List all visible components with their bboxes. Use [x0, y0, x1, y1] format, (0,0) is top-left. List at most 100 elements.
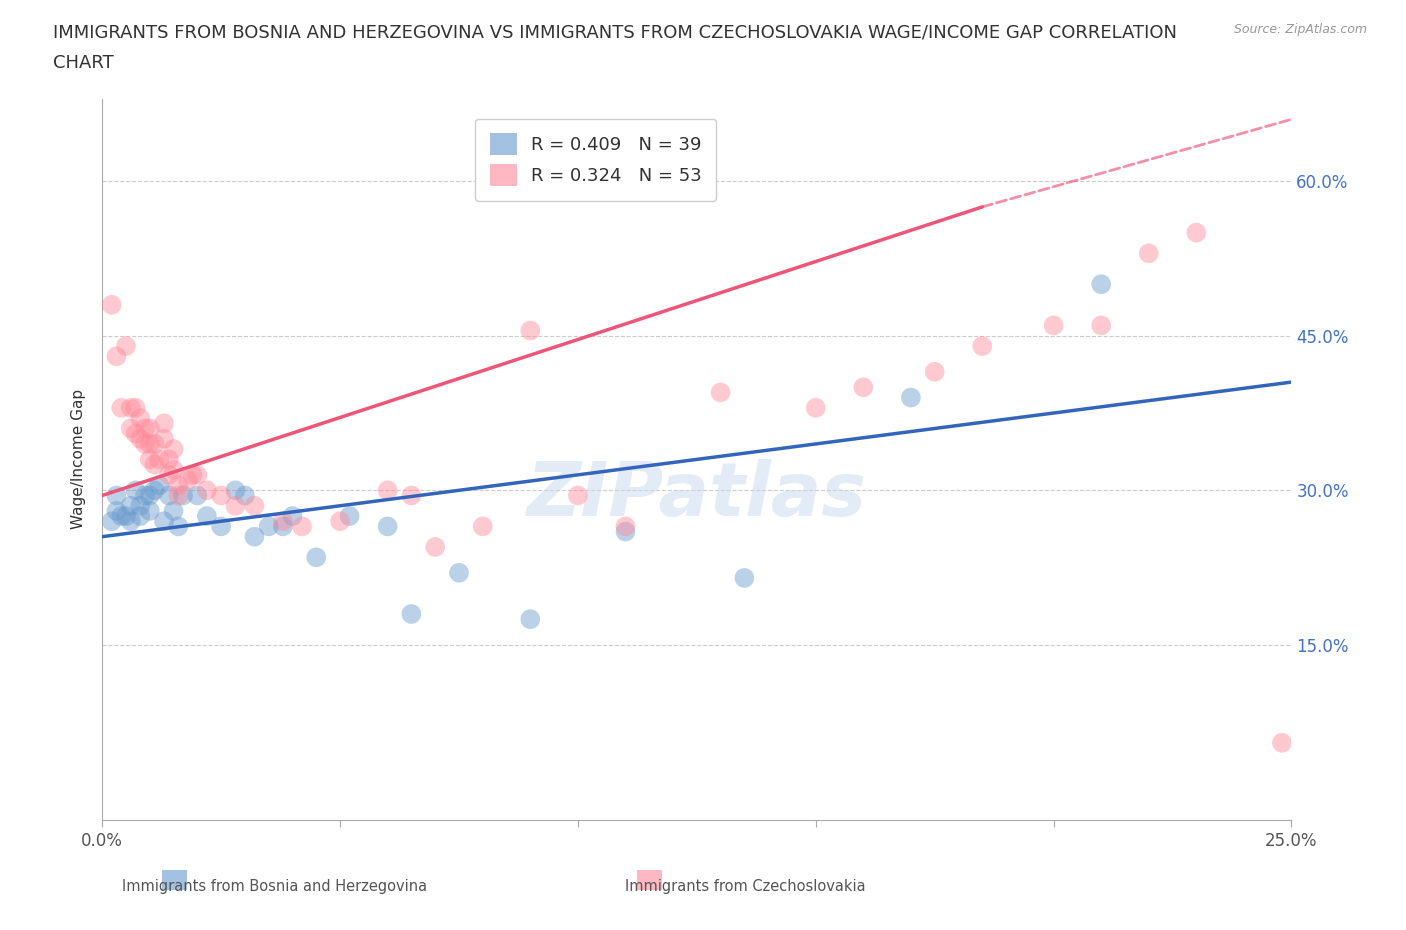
Point: [195, 509, 218, 524]
Point: [167, 519, 190, 534]
Point: [139, 452, 162, 467]
Point: [195, 483, 218, 498]
Point: [162, 462, 184, 477]
Point: [1185, 225, 1208, 240]
Point: [153, 513, 176, 528]
Point: [167, 488, 190, 503]
Point: [162, 503, 184, 518]
Point: [614, 525, 637, 539]
Point: [377, 483, 399, 498]
Point: [139, 488, 162, 503]
Point: [110, 401, 132, 416]
Point: [900, 390, 922, 405]
Point: [519, 323, 541, 338]
Legend: R = 0.409   N = 39, R = 0.324   N = 53: R = 0.409 N = 39, R = 0.324 N = 53: [475, 118, 716, 201]
Text: ZIPatlas: ZIPatlas: [527, 459, 868, 532]
Point: [124, 426, 146, 441]
Point: [401, 488, 423, 503]
Point: [224, 498, 246, 513]
Point: [134, 436, 156, 451]
Point: [139, 421, 162, 436]
Point: [1090, 318, 1112, 333]
Point: [271, 513, 294, 528]
Point: [148, 452, 170, 467]
Point: [105, 503, 128, 518]
Point: [110, 509, 132, 524]
Point: [1042, 318, 1064, 333]
Point: [167, 478, 190, 493]
Point: [243, 498, 266, 513]
Point: [710, 385, 733, 400]
Text: Source: ZipAtlas.com: Source: ZipAtlas.com: [1233, 23, 1367, 36]
Point: [120, 513, 142, 528]
Point: [134, 488, 156, 503]
Point: [339, 509, 361, 524]
Point: [425, 539, 447, 554]
Point: [733, 570, 755, 585]
Point: [305, 550, 328, 565]
Point: [129, 411, 152, 426]
Point: [519, 612, 541, 627]
Point: [124, 483, 146, 498]
Y-axis label: Wage/Income Gap: Wage/Income Gap: [72, 390, 86, 529]
Point: [614, 519, 637, 534]
Point: [401, 606, 423, 621]
Point: [567, 488, 589, 503]
Point: [162, 442, 184, 457]
Point: [129, 509, 152, 524]
Point: [139, 503, 162, 518]
Point: [281, 509, 304, 524]
Point: [243, 529, 266, 544]
Point: [157, 488, 180, 503]
Point: [120, 421, 142, 436]
Point: [329, 513, 352, 528]
Text: IMMIGRANTS FROM BOSNIA AND HERZEGOVINA VS IMMIGRANTS FROM CZECHOSLOVAKIA WAGE/IN: IMMIGRANTS FROM BOSNIA AND HERZEGOVINA V…: [53, 23, 1177, 41]
Point: [804, 401, 827, 416]
Point: [271, 519, 294, 534]
Point: [377, 519, 399, 534]
Point: [186, 488, 208, 503]
Text: CHART: CHART: [53, 54, 114, 72]
Point: [172, 488, 194, 503]
Point: [124, 401, 146, 416]
Point: [1137, 246, 1160, 260]
Point: [157, 468, 180, 483]
Point: [129, 498, 152, 513]
Point: [120, 498, 142, 513]
Point: [972, 339, 994, 353]
Point: [139, 436, 162, 451]
Point: [224, 483, 246, 498]
Point: [105, 488, 128, 503]
Point: [143, 483, 166, 498]
Point: [1271, 736, 1294, 751]
Point: [257, 519, 280, 534]
Point: [148, 478, 170, 493]
Point: [924, 365, 946, 379]
Point: [157, 452, 180, 467]
Point: [143, 458, 166, 472]
Point: [115, 509, 138, 524]
Point: [105, 349, 128, 364]
Point: [186, 468, 208, 483]
Point: [209, 488, 232, 503]
Point: [1090, 277, 1112, 292]
Point: [100, 513, 122, 528]
Point: [100, 298, 122, 312]
Point: [471, 519, 494, 534]
Point: [177, 472, 200, 487]
Point: [291, 519, 314, 534]
Text: Immigrants from Bosnia and Herzegovina: Immigrants from Bosnia and Herzegovina: [121, 879, 427, 894]
Point: [129, 432, 152, 446]
Point: [209, 519, 232, 534]
Point: [447, 565, 470, 580]
Point: [134, 421, 156, 436]
Point: [120, 401, 142, 416]
Point: [153, 416, 176, 431]
Text: Immigrants from Czechoslovakia: Immigrants from Czechoslovakia: [624, 879, 866, 894]
Point: [143, 436, 166, 451]
Point: [233, 488, 256, 503]
Point: [181, 468, 204, 483]
Point: [153, 432, 176, 446]
Point: [852, 379, 875, 394]
Point: [115, 339, 138, 353]
